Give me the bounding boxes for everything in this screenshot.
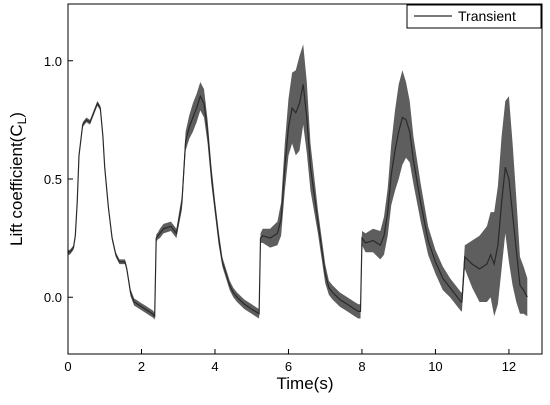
y-axis-label-main: Lift coefficient(C — [7, 124, 26, 246]
x-tick-label: 0 — [64, 359, 71, 374]
y-tick-label: 0.0 — [44, 290, 62, 305]
legend-box — [406, 4, 542, 29]
transient-fluctuation-band — [68, 44, 528, 320]
x-tick-label: 8 — [358, 359, 365, 374]
x-axis-ticks: 0 2 4 6 8 10 12 — [64, 349, 516, 374]
legend-entry-transient: Transient — [458, 8, 516, 24]
plot-frame — [67, 3, 543, 355]
x-tick-label: 4 — [211, 359, 218, 374]
transient-series-line — [68, 84, 528, 318]
x-tick-label: 10 — [428, 359, 442, 374]
legend: Transient — [406, 4, 542, 29]
y-axis-label: Lift coefficient(CL) — [7, 112, 29, 246]
transient-line — [68, 84, 528, 318]
y-axis-ticks: 0.0 0.5 1.0 — [44, 54, 73, 305]
y-axis-label-subscript: L — [15, 117, 29, 124]
x-tick-label: 2 — [138, 359, 145, 374]
x-tick-label: 12 — [502, 359, 516, 374]
x-tick-label: 6 — [285, 359, 292, 374]
y-axis-label-close: ) — [7, 112, 26, 118]
x-axis-label: Time(s) — [277, 374, 334, 393]
y-tick-label: 0.5 — [44, 172, 62, 187]
transient-band-area — [68, 44, 528, 320]
y-tick-label: 1.0 — [44, 54, 62, 69]
